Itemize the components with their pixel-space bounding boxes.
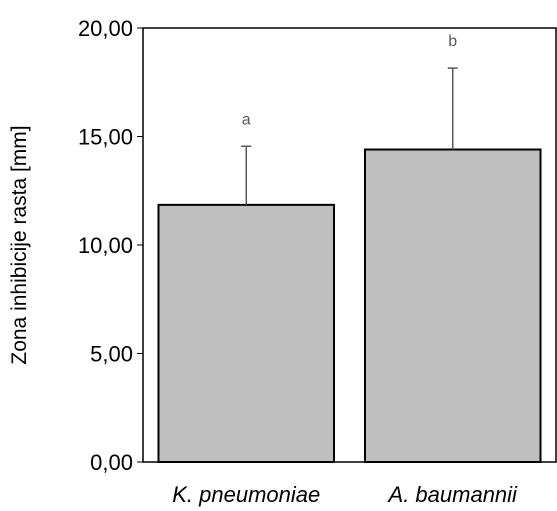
y-tick-label: 0,00	[90, 450, 133, 475]
error-bars	[241, 67, 458, 205]
plot-border	[142, 27, 557, 463]
x-category-label: A. baumannii	[387, 482, 519, 507]
bar	[363, 148, 542, 464]
bars	[157, 148, 542, 464]
significance-label: b	[448, 33, 457, 50]
y-axis-ticks: 0,00 5,00 10,00 15,00 20,00	[78, 16, 143, 475]
y-tick-label: 20,00	[78, 16, 133, 41]
significance-label: a	[242, 111, 251, 128]
y-tick-label: 10,00	[78, 233, 133, 258]
y-axis-title: Zona inhibicije rasta [mm]	[8, 125, 31, 364]
x-axis-labels: K. pneumoniae A. baumannii	[172, 482, 518, 507]
y-tick-label: 15,00	[78, 125, 133, 150]
x-category-label: K. pneumoniae	[172, 482, 320, 507]
plot-frame	[142, 27, 557, 463]
significance-labels: ab	[242, 33, 458, 128]
bar	[157, 203, 336, 463]
y-tick-label: 5,00	[90, 342, 133, 367]
